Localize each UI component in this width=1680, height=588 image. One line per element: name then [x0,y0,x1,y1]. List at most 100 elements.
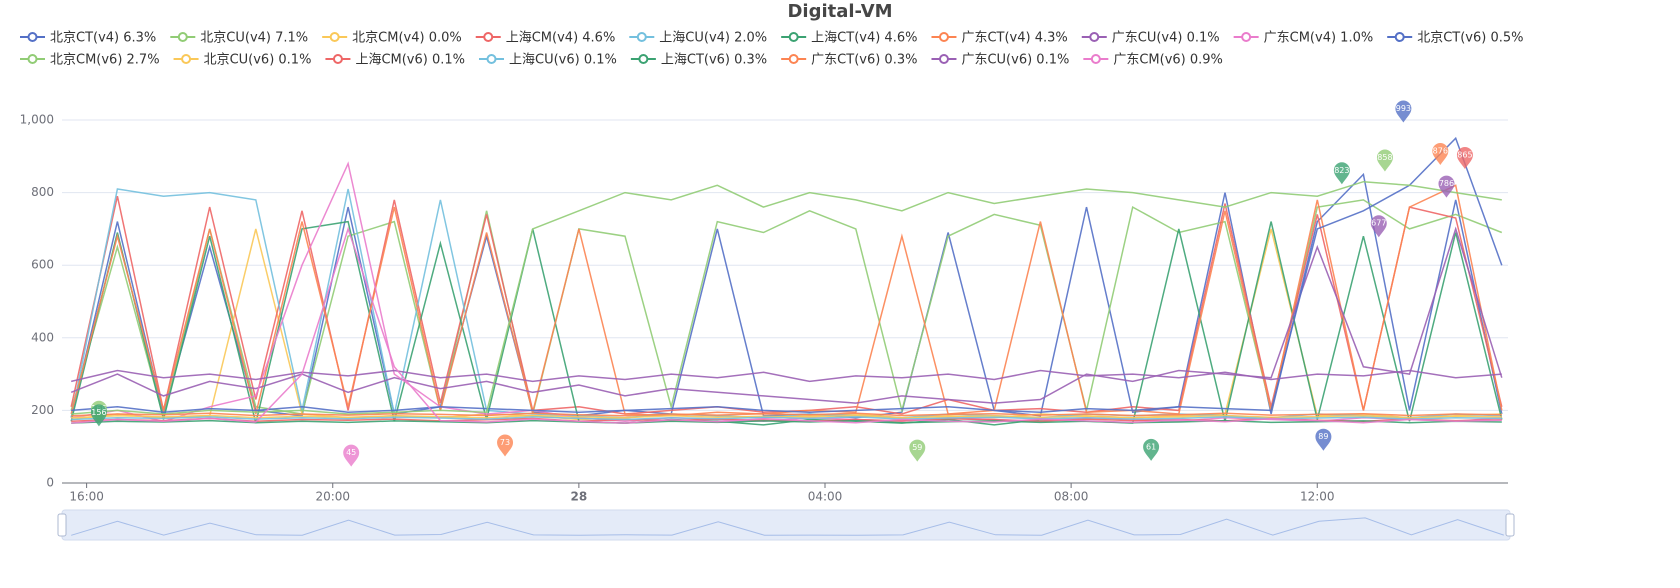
legend-item[interactable]: 北京CT(v4) 6.3% [20,31,156,46]
mark-pin [1370,215,1387,238]
mark-pin-label: 786 [1439,179,1454,188]
legend-item[interactable]: 上海CM(v4) 4.6% [475,31,616,46]
legend-item[interactable]: 北京CU(v6) 0.1% [173,53,312,68]
mark-pin-label: 61 [1146,442,1156,451]
legend-item[interactable]: 广东CU(v4) 0.1% [1081,31,1220,46]
series-line [71,180,1502,415]
legend-item[interactable]: 广东CU(v6) 0.1% [931,53,1069,68]
legend-text: 广东CM(v6) 0.9% [1113,53,1223,68]
x-tick-label: 16:00 [69,490,104,504]
legend-dot [1394,32,1405,42]
legend-item[interactable]: 上海CT(v6) 0.3% [630,53,767,68]
legend-text: 上海CM(v6) 0.1% [355,53,465,68]
legend-dot [329,32,340,42]
legend-item[interactable]: 上海CU(v6) 0.1% [479,53,617,68]
legend-dot [332,54,343,64]
legend-dot [177,32,188,42]
slider-handle[interactable] [57,513,67,537]
y-tick-label: 0 [46,476,54,490]
legend-item[interactable]: 上海CT(v4) 4.6% [781,31,917,46]
mark-pin [1376,149,1393,172]
legend-item[interactable]: 北京CT(v6) 0.5% [1387,31,1524,46]
mark-pin [1333,162,1350,185]
legend-item[interactable]: 广东CM(v6) 0.9% [1083,53,1223,68]
legend-dot [938,32,949,42]
mark-pin [1315,428,1332,451]
x-tick-label: 12:00 [1300,490,1335,504]
mark-pin-label: 993 [1396,104,1411,113]
mark-pin-label: 73 [500,438,510,447]
legend-item[interactable]: 广东CT(v4) 4.3% [931,31,1068,46]
legend-item[interactable]: 上海CM(v6) 0.1% [325,53,465,68]
series-line [71,416,1502,421]
series-line [71,136,1503,413]
legend-dot [27,32,38,42]
x-tick-label: 28 [571,490,588,504]
legend-dot [181,54,192,64]
legend-text: 上海CU(v4) 2.0% [659,31,767,46]
series-line [70,226,1503,404]
legend-item[interactable]: 广东CM(v4) 1.0% [1233,31,1374,46]
mark-pin-label: 865 [1457,151,1472,160]
mark-pin-label: 89 [1318,432,1328,441]
y-tick-label: 400 [31,330,54,344]
legend-text: 上海CM(v4) 4.6% [506,31,616,46]
y-tick-label: 200 [31,403,54,417]
mark-pin [90,404,107,427]
mark-pin [497,434,514,457]
mark-pin [1395,100,1412,123]
legend-dot [486,54,497,64]
legend-dot [1090,54,1101,64]
mark-pin [1438,175,1455,198]
mark-pin-label: 858 [1377,153,1392,162]
legend-dot [788,54,799,64]
mark-pin [343,444,360,467]
legend-dot [1089,32,1100,42]
mark-pin-label: 823 [1334,166,1349,175]
legend-text: 广东CT(v4) 4.3% [961,31,1067,46]
legend-text: 广东CT(v6) 0.3% [811,53,917,68]
slider-handle[interactable] [1505,513,1515,537]
legend-dot [27,54,38,64]
legend-dot [483,32,494,42]
legend-text: 上海CU(v6) 0.1% [509,53,617,68]
legend-text: 北京CT(v6) 0.5% [1417,31,1523,46]
mark-pin [1456,147,1473,170]
mark-pin-label: 156 [91,408,106,417]
legend-text: 广东CM(v4) 1.0% [1264,31,1374,46]
x-tick-label: 08:00 [1054,490,1089,504]
legend-dot [788,32,799,42]
legend-text: 北京CM(v6) 2.7% [50,53,160,68]
legend-text: 广东CU(v6) 0.1% [961,53,1069,68]
y-tick-label: 800 [31,185,54,199]
mark-pin [909,439,926,462]
series-line [71,412,1502,417]
series-line [71,419,1502,424]
chart-title: Digital-VM [787,1,892,22]
legend-text: 北京CM(v4) 0.0% [352,31,462,46]
y-tick-label: 1,000 [20,113,54,127]
x-tick-label: 20:00 [315,490,350,504]
mark-pin-label: 45 [346,448,356,457]
legend-text: 上海CT(v4) 4.6% [811,31,917,46]
legend-dot [636,32,647,42]
legend-item[interactable]: 北京CM(v4) 0.0% [322,31,462,46]
mark-pin-label: 677 [1371,219,1386,228]
legend-text: 广东CU(v4) 0.1% [1112,31,1220,46]
legend-text: 上海CT(v6) 0.3% [661,53,767,68]
legend-item[interactable]: 北京CU(v4) 7.1% [170,31,308,46]
slider-preview [71,517,1504,536]
mark-pin [1143,438,1160,461]
legend-item[interactable]: 广东CT(v6) 0.3% [781,53,917,68]
legend-item[interactable]: 北京CM(v6) 2.7% [20,53,160,68]
legend-dot [938,54,949,64]
legend-item[interactable]: 上海CU(v4) 2.0% [629,31,767,46]
mark-pin-label: 59 [912,443,922,452]
series-line [71,226,1502,424]
legend-text: 北京CT(v4) 6.3% [50,31,156,46]
legend-dot [638,54,649,64]
series-line [71,414,1502,419]
legend-text: 北京CU(v4) 7.1% [200,31,308,46]
